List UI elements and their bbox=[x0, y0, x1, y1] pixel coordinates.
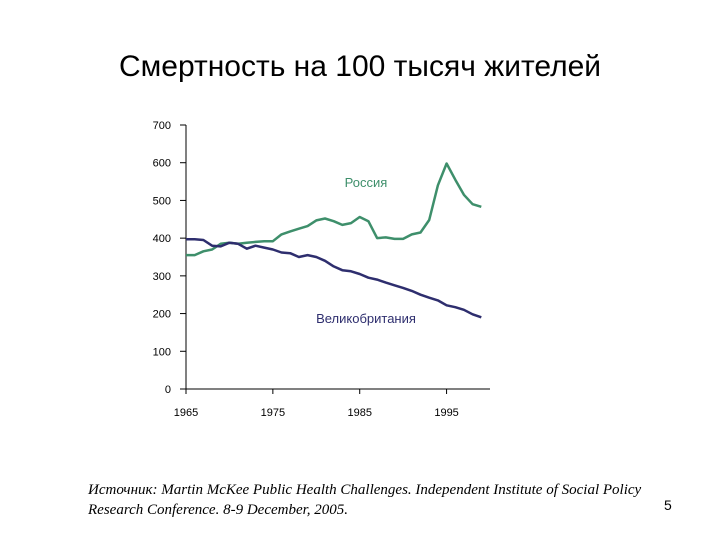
series-label-2: Великобритания bbox=[316, 311, 416, 326]
line-chart: 0 100 200 300 400 500 600 700 1965 1975 1985 1995 Р… bbox=[153, 120, 490, 419]
page-number: 5 bbox=[664, 497, 672, 513]
y-tick-label: 400 bbox=[153, 233, 171, 245]
source-citation: Источник: Martin McKee Public Health Cha… bbox=[88, 482, 642, 518]
y-tick-label: 600 bbox=[153, 158, 171, 170]
series-label-1: Россия bbox=[345, 175, 388, 190]
y-tick-label: 700 bbox=[153, 120, 171, 132]
x-tick-label: 1985 bbox=[347, 407, 371, 419]
x-tick-label: 1995 bbox=[434, 407, 458, 419]
y-tick-label: 500 bbox=[153, 195, 171, 207]
series-line-2 bbox=[186, 238, 482, 319]
y-tick-label: 200 bbox=[153, 309, 171, 321]
chart-series-labels: Россия Великобритания bbox=[316, 175, 416, 326]
x-tick-label: 1965 bbox=[174, 407, 198, 419]
x-tick-label: 1975 bbox=[261, 407, 285, 419]
slide-title: Смертность на 100 тысяч жителей bbox=[118, 50, 602, 83]
y-tick-label: 100 bbox=[153, 346, 171, 358]
chart-axes: 0 100 200 300 400 500 600 700 1965 1975 1985 1995 bbox=[153, 120, 490, 419]
y-tick-label: 300 bbox=[153, 271, 171, 283]
series-line-1 bbox=[186, 162, 482, 257]
y-tick-label: 0 bbox=[165, 384, 171, 396]
chart-series bbox=[186, 162, 482, 319]
